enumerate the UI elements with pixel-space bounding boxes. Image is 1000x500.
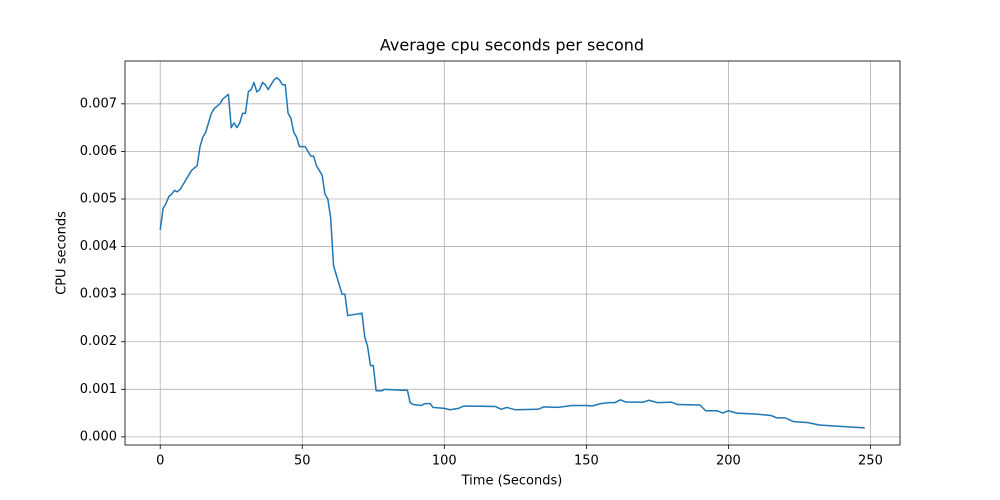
x-tick-label: 100 [432, 454, 457, 469]
x-tick-label: 50 [294, 454, 311, 469]
data-line [159, 76, 865, 429]
y-tick-label: 0.000 [80, 429, 117, 444]
y-tick-label: 0.005 [80, 191, 117, 206]
x-tick-label: 250 [858, 454, 883, 469]
plot-frame [124, 60, 901, 446]
y-tick-label: 0.007 [80, 96, 117, 111]
x-tick-label: 150 [574, 454, 599, 469]
y-tick-label: 0.003 [80, 287, 117, 302]
x-axis-label: Time (Seconds) [461, 474, 563, 489]
y-axis-label: CPU seconds [55, 211, 70, 295]
y-tick-label: 0.002 [80, 334, 117, 349]
y-tick-label: 0.001 [80, 382, 117, 397]
x-tick-label: 0 [156, 454, 164, 469]
y-tick-label: 0.006 [80, 144, 117, 159]
x-tick-label: 200 [716, 454, 741, 469]
y-tick-label: 0.004 [80, 239, 117, 254]
chart-title: Average cpu seconds per second [380, 36, 644, 55]
